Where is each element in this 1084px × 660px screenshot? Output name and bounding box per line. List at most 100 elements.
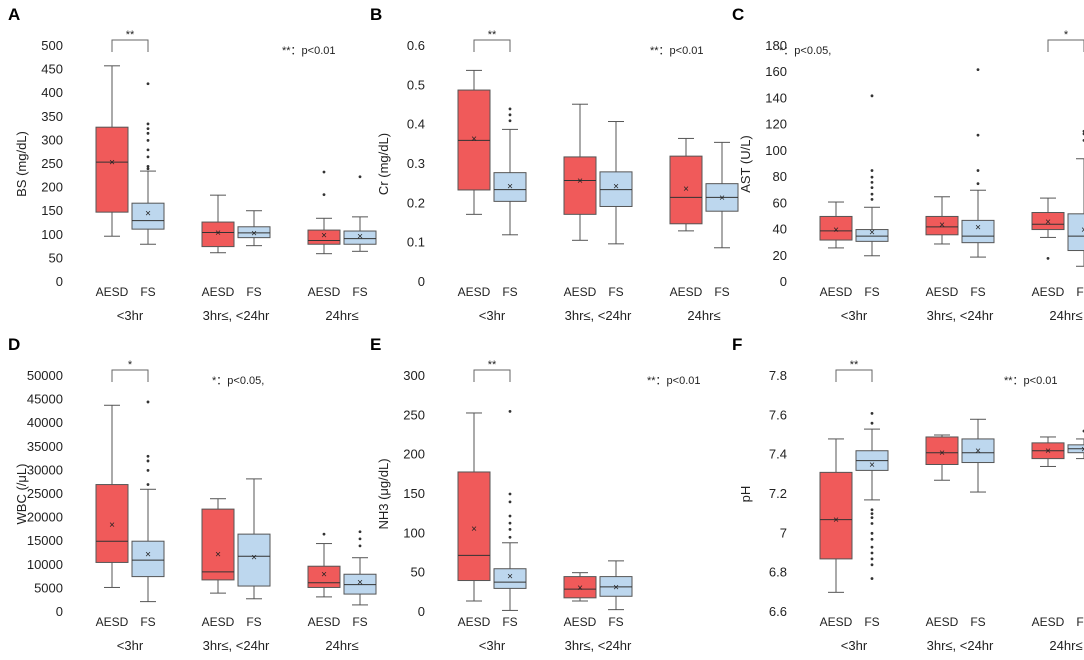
- outlier-point-fs: [146, 459, 150, 463]
- box-aesd: [307, 565, 341, 588]
- y-tick-label: 250: [403, 407, 425, 422]
- panel-e: E 0 50 100 150 200 250 300 NH3 (μg/dL) **：p<0.01 ×…: [370, 335, 701, 653]
- category-label: 24hr≤: [1049, 638, 1082, 653]
- y-axis-label: pH: [738, 486, 753, 503]
- box-aesd: [457, 471, 491, 582]
- outlier-point-fs: [870, 175, 874, 179]
- mean-marker-aesd: ×: [833, 515, 839, 526]
- outlier-point-fs: [870, 537, 874, 541]
- mean-marker-fs: ×: [975, 446, 981, 457]
- mean-marker-fs: ×: [1081, 444, 1084, 455]
- category-label: <3hr: [117, 308, 144, 323]
- category-label: <3hr: [479, 638, 506, 653]
- box-aesd: [95, 484, 129, 563]
- outlier-point-fs: [870, 508, 874, 512]
- significance-label: **: [488, 29, 497, 41]
- group-label-fs: FS: [608, 285, 623, 299]
- outlier-point-fs: [146, 131, 150, 135]
- category-label: <3hr: [117, 638, 144, 653]
- y-tick-label: 7.6: [769, 407, 787, 422]
- outlier-point-fs: [146, 483, 150, 486]
- mean-marker-aesd: ×: [471, 524, 477, 535]
- mean-marker-aesd: ×: [1045, 217, 1051, 228]
- y-tick-label: 100: [41, 227, 63, 242]
- y-tick-label: 450: [41, 62, 63, 77]
- outlier-point-fs: [508, 528, 512, 531]
- outlier-point-fs: [870, 577, 874, 580]
- p-value-note: **：p<0.01: [282, 45, 336, 57]
- y-tick-label: 140: [765, 90, 787, 105]
- group-label-aesd: AESD: [202, 615, 235, 629]
- y-tick-label: 0: [418, 604, 425, 619]
- outlier-point-aesd: [322, 532, 326, 536]
- y-tick-label: 7: [780, 525, 787, 540]
- outlier-point-fs: [870, 169, 874, 172]
- group-label-fs: FS: [502, 285, 517, 299]
- group-label-fs: FS: [1076, 615, 1084, 629]
- group-label-aesd: AESD: [820, 615, 853, 629]
- outlier-point-fs: [508, 514, 512, 518]
- category-label: 3hr≤, <24hr: [927, 308, 994, 323]
- outlier-point-fs: [146, 127, 150, 130]
- p-value-note: **：p<0.01: [647, 375, 701, 387]
- box-aesd: [201, 508, 235, 581]
- y-tick-label: 6.6: [769, 604, 787, 619]
- outlier-point-fs: [146, 148, 150, 152]
- y-tick-label: 0: [56, 274, 63, 289]
- y-tick-label: 0.2: [407, 195, 425, 210]
- mean-marker-fs: ×: [145, 549, 151, 560]
- mean-marker-fs: ×: [357, 232, 363, 243]
- panel-letter: F: [732, 335, 742, 354]
- outlier-point-fs: [508, 500, 512, 504]
- panel-a: A 0 50 100 150 200 250 300 350 400 450 500 BS (mg/dL…: [8, 5, 377, 323]
- mean-marker-aesd: ×: [577, 583, 583, 594]
- panel-c: C 0 20 40 60 80 100 120 140 160 180 AST (U/L) *：p<0.…: [732, 5, 1084, 323]
- y-tick-label: 80: [773, 169, 787, 184]
- y-tick-label: 10000: [27, 557, 63, 572]
- mean-marker-fs: ×: [869, 460, 875, 471]
- mean-marker-fs: ×: [719, 193, 725, 204]
- category-label: 24hr≤: [687, 308, 720, 323]
- group-label-aesd: AESD: [308, 615, 341, 629]
- outlier-point-fs: [508, 119, 512, 123]
- outlier-point-fs: [508, 492, 512, 496]
- box-fs: [237, 533, 271, 587]
- panel-b: B 0 0.1 0.2 0.3 0.4 0.5 0.6 Cr (mg/dL) **：p<0.01 ×…: [370, 5, 739, 323]
- category-label: <3hr: [841, 638, 868, 653]
- mean-marker-fs: ×: [1081, 225, 1084, 236]
- mean-marker-aesd: ×: [1045, 446, 1051, 457]
- significance-bracket: [1047, 39, 1084, 52]
- box-aesd: [1031, 212, 1065, 231]
- outlier-point-fs: [358, 544, 362, 548]
- group-label-aesd: AESD: [670, 285, 703, 299]
- box-aesd: [925, 215, 959, 236]
- outlier-point-fs: [976, 182, 980, 186]
- box-fs: [855, 229, 889, 242]
- outlier-point-fs: [870, 551, 874, 555]
- outlier-point-fs: [358, 530, 362, 534]
- group-label-fs: FS: [502, 615, 517, 629]
- y-axis-label: Cr (mg/dL): [376, 133, 391, 195]
- significance-label: **: [126, 29, 135, 41]
- group-label-fs: FS: [352, 615, 367, 629]
- box-aesd: [669, 155, 703, 225]
- outlier-point-fs: [870, 180, 874, 184]
- y-tick-label: 300: [403, 368, 425, 383]
- y-tick-label: 20000: [27, 510, 63, 525]
- category-label: <3hr: [479, 308, 506, 323]
- y-tick-label: 45000: [27, 392, 63, 407]
- y-tick-label: 50000: [27, 368, 63, 383]
- y-tick-label: 150: [403, 486, 425, 501]
- significance-bracket: [473, 39, 511, 52]
- group-label-aesd: AESD: [458, 285, 491, 299]
- group-label-aesd: AESD: [926, 615, 959, 629]
- outlier-point-fs: [870, 411, 874, 415]
- significance-bracket: [111, 39, 149, 52]
- y-tick-label: 0: [418, 274, 425, 289]
- y-tick-label: 50: [49, 250, 63, 265]
- box-fs: [343, 230, 377, 245]
- mean-marker-aesd: ×: [215, 549, 221, 560]
- outlier-point-fs: [146, 454, 150, 458]
- significance-bracket: [473, 369, 511, 382]
